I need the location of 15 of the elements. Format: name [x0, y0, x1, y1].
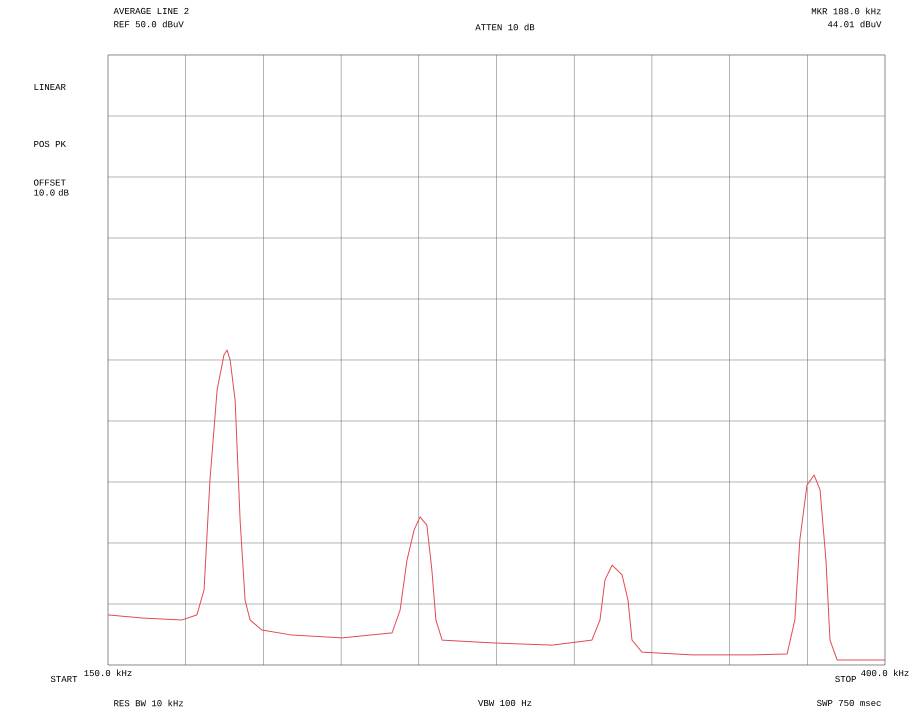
text: ATTEN 10 dB: [475, 24, 534, 30]
text: SWP 750 msec: [817, 700, 881, 706]
text: RES BW 10 kHz: [114, 700, 184, 706]
text: MKR 188.0 kHz: [812, 8, 881, 14]
text: STOP: [835, 676, 856, 682]
text: START: [50, 676, 78, 682]
text: REF 50.0 dBuV: [114, 20, 184, 28]
text: 44.01 dBuV: [828, 20, 882, 28]
text: LINEAR: [34, 84, 66, 90]
x-tick-label: 150.0 kHz: [84, 670, 132, 676]
text: POS PK: [34, 140, 66, 148]
text: VBW 100 Hz: [478, 700, 532, 706]
chart-title: AVERAGE LINE 2: [114, 8, 189, 14]
x-tick-label: 400.0 kHz: [861, 670, 909, 676]
text: OFFSET 10.0 dB: [34, 180, 69, 196]
